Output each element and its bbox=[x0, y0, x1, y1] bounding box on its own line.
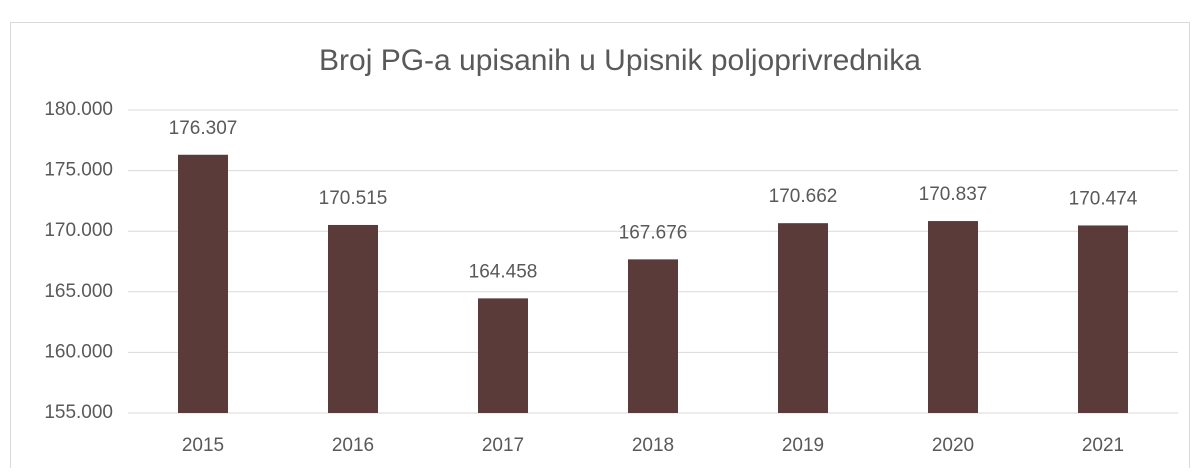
x-tick-label: 2016 bbox=[332, 435, 374, 456]
x-tick-label: 2015 bbox=[182, 435, 224, 456]
x-tick-label: 2020 bbox=[932, 435, 974, 456]
x-tick-label: 2021 bbox=[1082, 435, 1124, 456]
y-tick-label: 180.000 bbox=[44, 99, 113, 120]
data-label: 170.515 bbox=[319, 188, 388, 209]
data-label: 170.662 bbox=[769, 186, 838, 207]
chart-title: Broj PG-a upisanih u Upisnik poljoprivre… bbox=[319, 44, 921, 77]
bar bbox=[778, 223, 828, 413]
x-tick-label: 2017 bbox=[482, 435, 524, 456]
y-tick-label: 160.000 bbox=[44, 341, 113, 362]
data-label: 170.474 bbox=[1069, 188, 1138, 209]
y-tick-label: 175.000 bbox=[44, 160, 113, 181]
bar bbox=[628, 259, 678, 413]
data-label: 176.307 bbox=[169, 118, 238, 139]
bar bbox=[478, 298, 528, 413]
bar bbox=[328, 224, 378, 413]
data-label: 164.458 bbox=[469, 261, 538, 282]
bar bbox=[928, 221, 978, 413]
y-tick-label: 155.000 bbox=[44, 402, 113, 423]
y-tick-label: 165.000 bbox=[44, 281, 113, 302]
x-tick-label: 2019 bbox=[782, 435, 824, 456]
bar bbox=[178, 154, 228, 413]
y-tick-label: 170.000 bbox=[44, 220, 113, 241]
data-label: 167.676 bbox=[619, 222, 688, 243]
data-label: 170.837 bbox=[919, 184, 988, 205]
x-tick-label: 2018 bbox=[632, 435, 674, 456]
bar bbox=[1078, 225, 1128, 413]
